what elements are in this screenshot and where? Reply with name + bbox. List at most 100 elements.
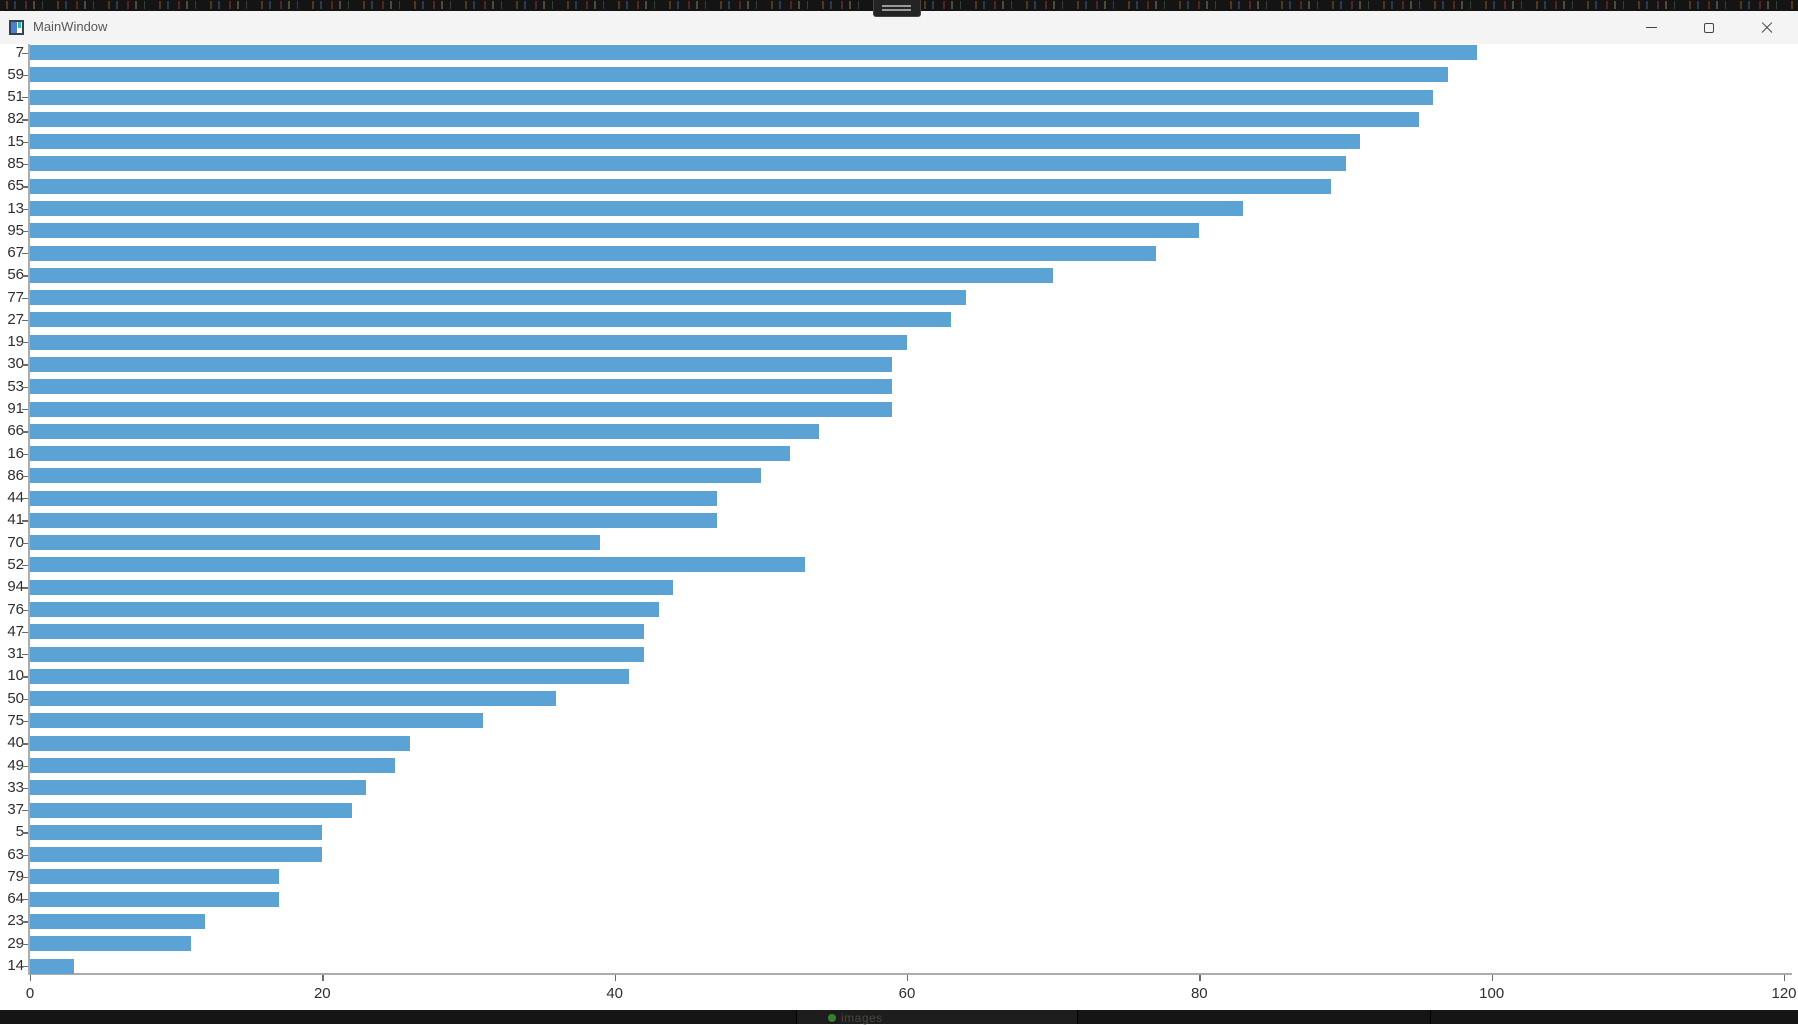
y-axis-label: 44 [7, 489, 24, 507]
y-axis-label: 59 [7, 65, 24, 83]
bar [30, 156, 1346, 172]
y-axis-label: 29 [7, 934, 24, 952]
y-axis-label: 56 [7, 266, 24, 284]
bar [30, 913, 206, 929]
y-axis-label: 40 [7, 734, 24, 752]
y-axis-label: 53 [7, 377, 24, 395]
y-axis-label: 94 [7, 578, 24, 596]
maximize-button[interactable] [1680, 11, 1738, 44]
bar [30, 178, 1331, 194]
y-axis-label: 27 [7, 310, 24, 328]
close-button[interactable] [1738, 11, 1796, 44]
y-axis-tick [22, 654, 28, 656]
y-axis-label: 33 [7, 778, 24, 796]
y-axis-tick [22, 386, 28, 389]
x-axis-tick [1491, 975, 1494, 981]
y-axis-label: 31 [7, 645, 24, 663]
bar [30, 691, 557, 707]
bar [30, 223, 1200, 239]
window-title: MainWindow [33, 19, 108, 34]
y-axis-tick [22, 787, 28, 790]
bottom-background-strip [0, 1010, 1798, 1024]
y-axis-tick [22, 342, 28, 344]
bar [30, 758, 396, 773]
bar [30, 869, 279, 885]
y-axis-label: 64 [7, 890, 24, 908]
chart-area: 7 59 51 82 15 85 65 13 95 67 56 77 27 19 30 53 91 66 16 86 4… [0, 44, 1798, 1010]
main-window: MainWindow 7 59 51 82 15 85 65 13 95 67 56 77 27 19 30… [0, 11, 1798, 1010]
caption-buttons [1622, 11, 1796, 44]
y-axis-label: 30 [7, 355, 24, 373]
bar [30, 134, 1361, 150]
y-axis-tick [22, 163, 28, 166]
y-axis-tick [22, 97, 28, 99]
y-axis-label: 70 [7, 533, 24, 551]
y-axis-tick [22, 498, 28, 500]
bar [30, 557, 805, 573]
bar [30, 201, 1244, 216]
y-axis-label: 77 [7, 288, 24, 306]
bar [30, 245, 1156, 261]
y-axis-tick [22, 587, 28, 589]
y-axis-label: 13 [7, 199, 24, 217]
y-axis-tick [22, 832, 28, 834]
y-axis-tick [22, 765, 28, 767]
y-axis-line [28, 44, 30, 974]
x-axis-tick-label: 0 [25, 985, 35, 1002]
y-axis-tick [22, 186, 28, 188]
minimize-button[interactable] [1622, 11, 1680, 44]
y-axis-label: 49 [7, 756, 24, 774]
y-axis-label: 67 [7, 244, 24, 261]
y-axis-label: 47 [7, 622, 24, 640]
y-axis-tick [22, 966, 28, 968]
minimize-icon [1645, 26, 1657, 29]
y-axis-label: 85 [7, 154, 24, 172]
y-axis-label: 95 [7, 221, 24, 239]
y-axis-tick [22, 542, 28, 545]
y-axis-label: 15 [7, 132, 24, 150]
y-axis-label: 86 [7, 466, 24, 484]
x-axis-tick-label: 80 [1190, 985, 1208, 1002]
bar [30, 579, 674, 595]
screen-grabber-handle[interactable] [873, 0, 921, 17]
y-axis-tick [22, 475, 28, 478]
x-axis-tick [322, 975, 324, 981]
bar [30, 45, 1477, 60]
y-axis-tick [22, 253, 28, 255]
bar [30, 334, 907, 350]
bar [30, 891, 279, 907]
bar [30, 824, 323, 840]
bar [30, 446, 791, 461]
y-axis-tick [22, 431, 28, 433]
bar [30, 267, 1054, 283]
bar [30, 735, 410, 751]
bar [30, 356, 893, 372]
x-axis-tick [30, 975, 32, 981]
y-axis-tick [22, 631, 28, 634]
y-axis-label: 51 [7, 88, 24, 106]
bar [30, 936, 191, 952]
y-axis-tick [22, 319, 28, 322]
y-axis-tick [22, 564, 28, 567]
y-axis-label: 7 [15, 43, 24, 61]
bar [30, 89, 1434, 105]
y-axis-tick [22, 921, 28, 923]
x-axis-tick-label: 60 [898, 985, 916, 1002]
y-axis-label: 76 [7, 600, 24, 618]
y-axis-label: 63 [7, 845, 24, 863]
y-axis-label: 41 [7, 511, 24, 529]
app-icon [9, 20, 24, 35]
bar [30, 646, 644, 662]
y-axis-label: 5 [15, 823, 24, 841]
y-axis-tick [22, 119, 28, 121]
y-axis-tick [22, 720, 28, 723]
background-taskbar-item[interactable]: images [828, 1011, 883, 1025]
bar [30, 780, 367, 796]
taskbar-seam [1430, 1010, 1431, 1024]
x-axis-tick-label: 20 [313, 985, 331, 1002]
y-axis-tick [22, 854, 28, 856]
y-axis-tick [22, 74, 28, 77]
y-axis-tick [22, 208, 28, 210]
bar [30, 490, 717, 506]
y-axis-label: 10 [7, 667, 24, 685]
